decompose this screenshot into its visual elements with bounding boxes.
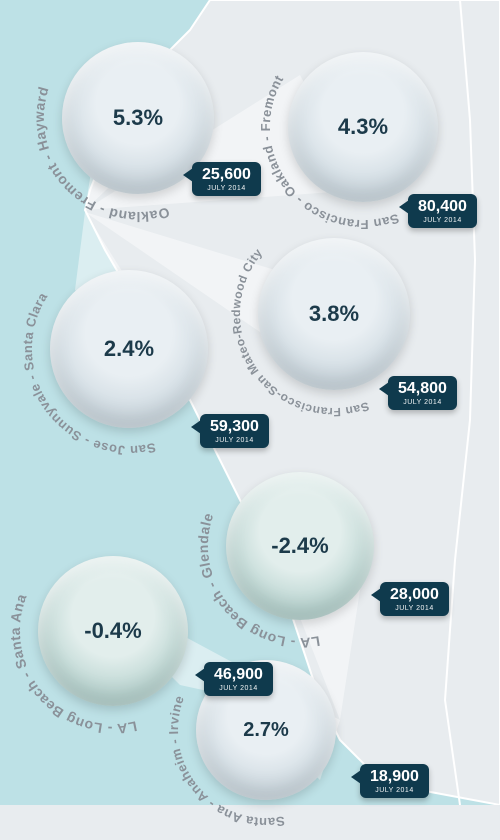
- badge-la-longbeach-glendale: 28,000 JULY 2014: [380, 582, 449, 616]
- badge-sanjose-sunnyvale-santaclara: 59,300 JULY 2014: [200, 414, 269, 448]
- bubble-la-longbeach-santaana: -0.4%: [38, 556, 188, 706]
- bubble-pct: -0.4%: [84, 618, 141, 644]
- badge-la-longbeach-santaana: 46,900 JULY 2014: [204, 662, 273, 696]
- bubble-pct: -2.4%: [271, 533, 328, 559]
- badge-oakland-fremont-hayward: 25,600 JULY 2014: [192, 162, 261, 196]
- badge-date: JULY 2014: [398, 399, 447, 406]
- badge-date: JULY 2014: [370, 787, 419, 794]
- infographic-canvas: 5.3%Oakland - Fremont - Hayward25,600JUL…: [0, 0, 500, 805]
- bubble-la-longbeach-glendale: -2.4%: [226, 472, 374, 620]
- bubble-pct: 2.7%: [243, 719, 289, 742]
- bubble-sf-sanmateo-redwood: 3.8%: [258, 238, 410, 390]
- badge-sf-sanmateo-redwood: 54,800 JULY 2014: [388, 376, 457, 410]
- badge-date: JULY 2014: [418, 217, 467, 224]
- badge-value: 46,900: [214, 667, 263, 683]
- bubble-sanjose-sunnyvale-santaclara: 2.4%: [50, 270, 208, 428]
- badge-date: JULY 2014: [202, 185, 251, 192]
- badge-value: 28,000: [390, 587, 439, 603]
- badge-date: JULY 2014: [390, 605, 439, 612]
- bubble-san-francisco-oakland-fremont: 4.3%: [288, 52, 438, 202]
- bubble-pct: 4.3%: [338, 114, 388, 140]
- badge-date: JULY 2014: [210, 437, 259, 444]
- badge-value: 59,300: [210, 419, 259, 435]
- bubble-pct: 2.4%: [104, 336, 154, 362]
- badge-value: 54,800: [398, 381, 447, 397]
- badge-value: 18,900: [370, 769, 419, 785]
- badge-santaana-anaheim-irvine: 18,900 JULY 2014: [360, 764, 429, 798]
- badge-san-francisco-oakland-fremont: 80,400 JULY 2014: [408, 194, 477, 228]
- badge-value: 80,400: [418, 199, 467, 215]
- bubble-pct: 3.8%: [309, 301, 359, 327]
- bubble-pct: 5.3%: [113, 105, 163, 131]
- badge-value: 25,600: [202, 167, 251, 183]
- badge-date: JULY 2014: [214, 685, 263, 692]
